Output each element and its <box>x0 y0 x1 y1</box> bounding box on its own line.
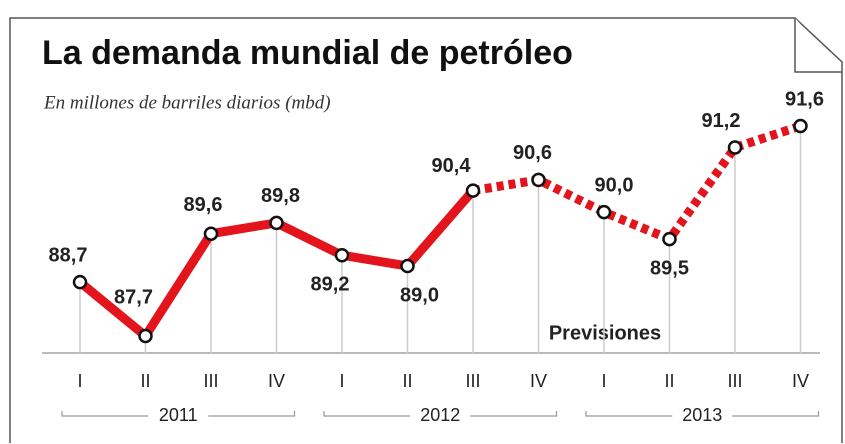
x-tick-label: III <box>727 371 742 391</box>
folded-corner <box>794 18 842 73</box>
point <box>596 204 612 220</box>
forecast-line <box>472 121 802 244</box>
point <box>138 328 153 344</box>
year-label: 2012 <box>420 405 460 425</box>
x-tick-label: III <box>203 371 218 391</box>
point <box>793 118 808 134</box>
data-label: 87,7 <box>114 286 153 308</box>
x-tick-label: I <box>339 371 344 391</box>
data-label: 89,8 <box>261 185 300 207</box>
data-label: 91,6 <box>785 88 824 110</box>
x-tick-label: IV <box>530 371 547 391</box>
x-tick-label: II <box>402 371 412 391</box>
year-bracket <box>585 411 820 417</box>
point <box>662 231 677 247</box>
point <box>203 226 219 241</box>
data-label: 89,5 <box>650 257 689 279</box>
data-label: 89,2 <box>311 274 350 296</box>
x-tick-label: II <box>664 371 674 391</box>
x-tick-label: IV <box>792 371 809 391</box>
point <box>400 258 415 274</box>
data-label: 91,2 <box>702 110 741 132</box>
data-label: 90,4 <box>432 155 472 177</box>
x-tick-label: IV <box>268 371 285 391</box>
point <box>269 215 284 231</box>
data-label: 88,7 <box>49 244 88 266</box>
point <box>334 247 350 263</box>
data-label: 89,6 <box>184 194 223 216</box>
chart-title: La demanda mundial de petróleo <box>42 34 573 72</box>
point <box>465 183 481 198</box>
frame <box>9 17 843 443</box>
data-label: 90,0 <box>595 174 634 196</box>
point <box>72 274 88 290</box>
year-label: 2011 <box>159 405 198 425</box>
data-label: 90,6 <box>513 142 552 164</box>
chart-subtitle: En millones de barriles diarios (mbd) <box>43 92 331 113</box>
x-tick-label: III <box>465 371 480 391</box>
point <box>531 172 546 188</box>
guides <box>79 126 802 353</box>
point <box>727 140 743 155</box>
x-tick-label: II <box>140 371 150 391</box>
data-label: 89,0 <box>400 284 439 306</box>
annotation: Previsiones <box>549 322 661 344</box>
x-tick-label: I <box>601 371 606 391</box>
year-bracket <box>323 411 558 417</box>
year-bracket <box>61 411 296 417</box>
year-label: 2013 <box>682 405 722 425</box>
x-tick-label: I <box>77 371 82 391</box>
